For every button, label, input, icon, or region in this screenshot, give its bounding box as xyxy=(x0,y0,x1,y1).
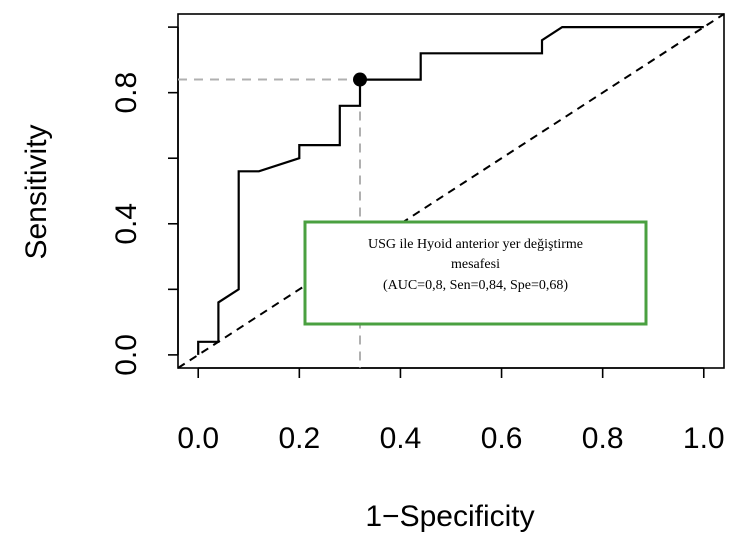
y-axis-label: Sensitivity xyxy=(20,124,53,259)
y-tick-label: 0.0 xyxy=(110,334,143,376)
x-axis: 0.0 0.2 0.4 0.6 0.8 1.0 xyxy=(177,367,725,455)
x-tick-label: 0.8 xyxy=(582,422,624,455)
x-tick-label: 0.4 xyxy=(380,422,422,455)
y-tick-label: 0.4 xyxy=(110,203,143,245)
legend-line-1: USG ile Hyoid anterior yer değiştirme xyxy=(368,237,583,252)
y-tick-label: 0.8 xyxy=(110,72,143,114)
roc-curve-line xyxy=(197,26,704,355)
x-axis-label: 1−Specificity xyxy=(365,500,534,533)
legend-box xyxy=(303,220,648,326)
legend-line-2: mesafesi xyxy=(451,257,500,272)
x-tick-label: 0.0 xyxy=(177,422,219,455)
x-tick-label: 0.6 xyxy=(481,422,523,455)
cutoff-point-marker xyxy=(353,72,367,87)
legend-line-3: (AUC=0,8, Sen=0,84, Spe=0,68) xyxy=(383,278,568,293)
y-axis: 0.0 0.4 0.8 xyxy=(110,26,179,376)
x-tick-label: 1.0 xyxy=(683,422,725,455)
x-tick-label: 0.2 xyxy=(278,422,320,455)
chance-diagonal-line xyxy=(177,13,725,369)
